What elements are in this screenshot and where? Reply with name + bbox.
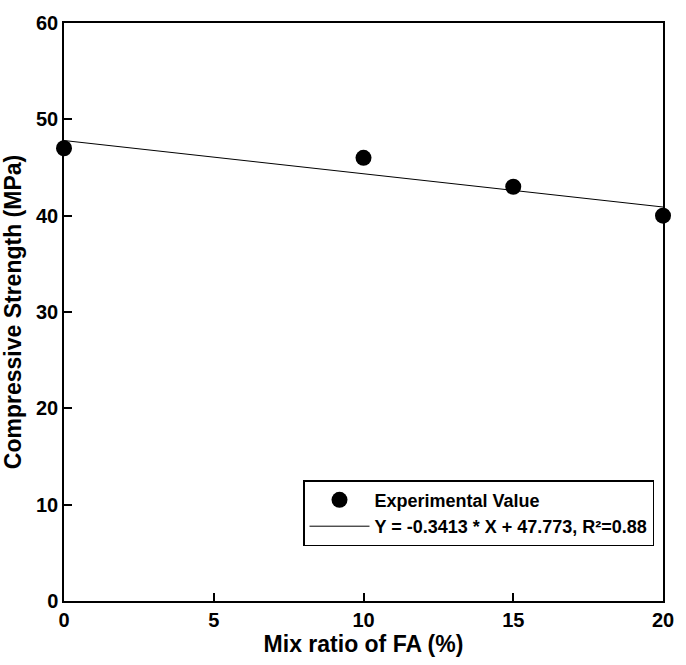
svg-text:Compressive Strength (MPa): Compressive Strength (MPa): [0, 155, 26, 469]
svg-text:0: 0: [58, 609, 69, 631]
svg-text:0: 0: [47, 590, 58, 612]
svg-text:Mix ratio of FA (%): Mix ratio of FA (%): [264, 631, 464, 657]
svg-text:40: 40: [36, 205, 58, 227]
svg-text:20: 20: [652, 609, 674, 631]
svg-text:Experimental Value: Experimental Value: [375, 491, 540, 511]
svg-text:10: 10: [352, 609, 374, 631]
svg-text:30: 30: [36, 301, 58, 323]
svg-text:Y = -0.3413 * X + 47.773, R²=0: Y = -0.3413 * X + 47.773, R²=0.88: [375, 517, 647, 537]
svg-text:10: 10: [36, 494, 58, 516]
svg-text:20: 20: [36, 397, 58, 419]
svg-text:60: 60: [36, 12, 58, 34]
svg-text:15: 15: [502, 609, 524, 631]
svg-text:50: 50: [36, 108, 58, 130]
svg-text:5: 5: [208, 609, 219, 631]
